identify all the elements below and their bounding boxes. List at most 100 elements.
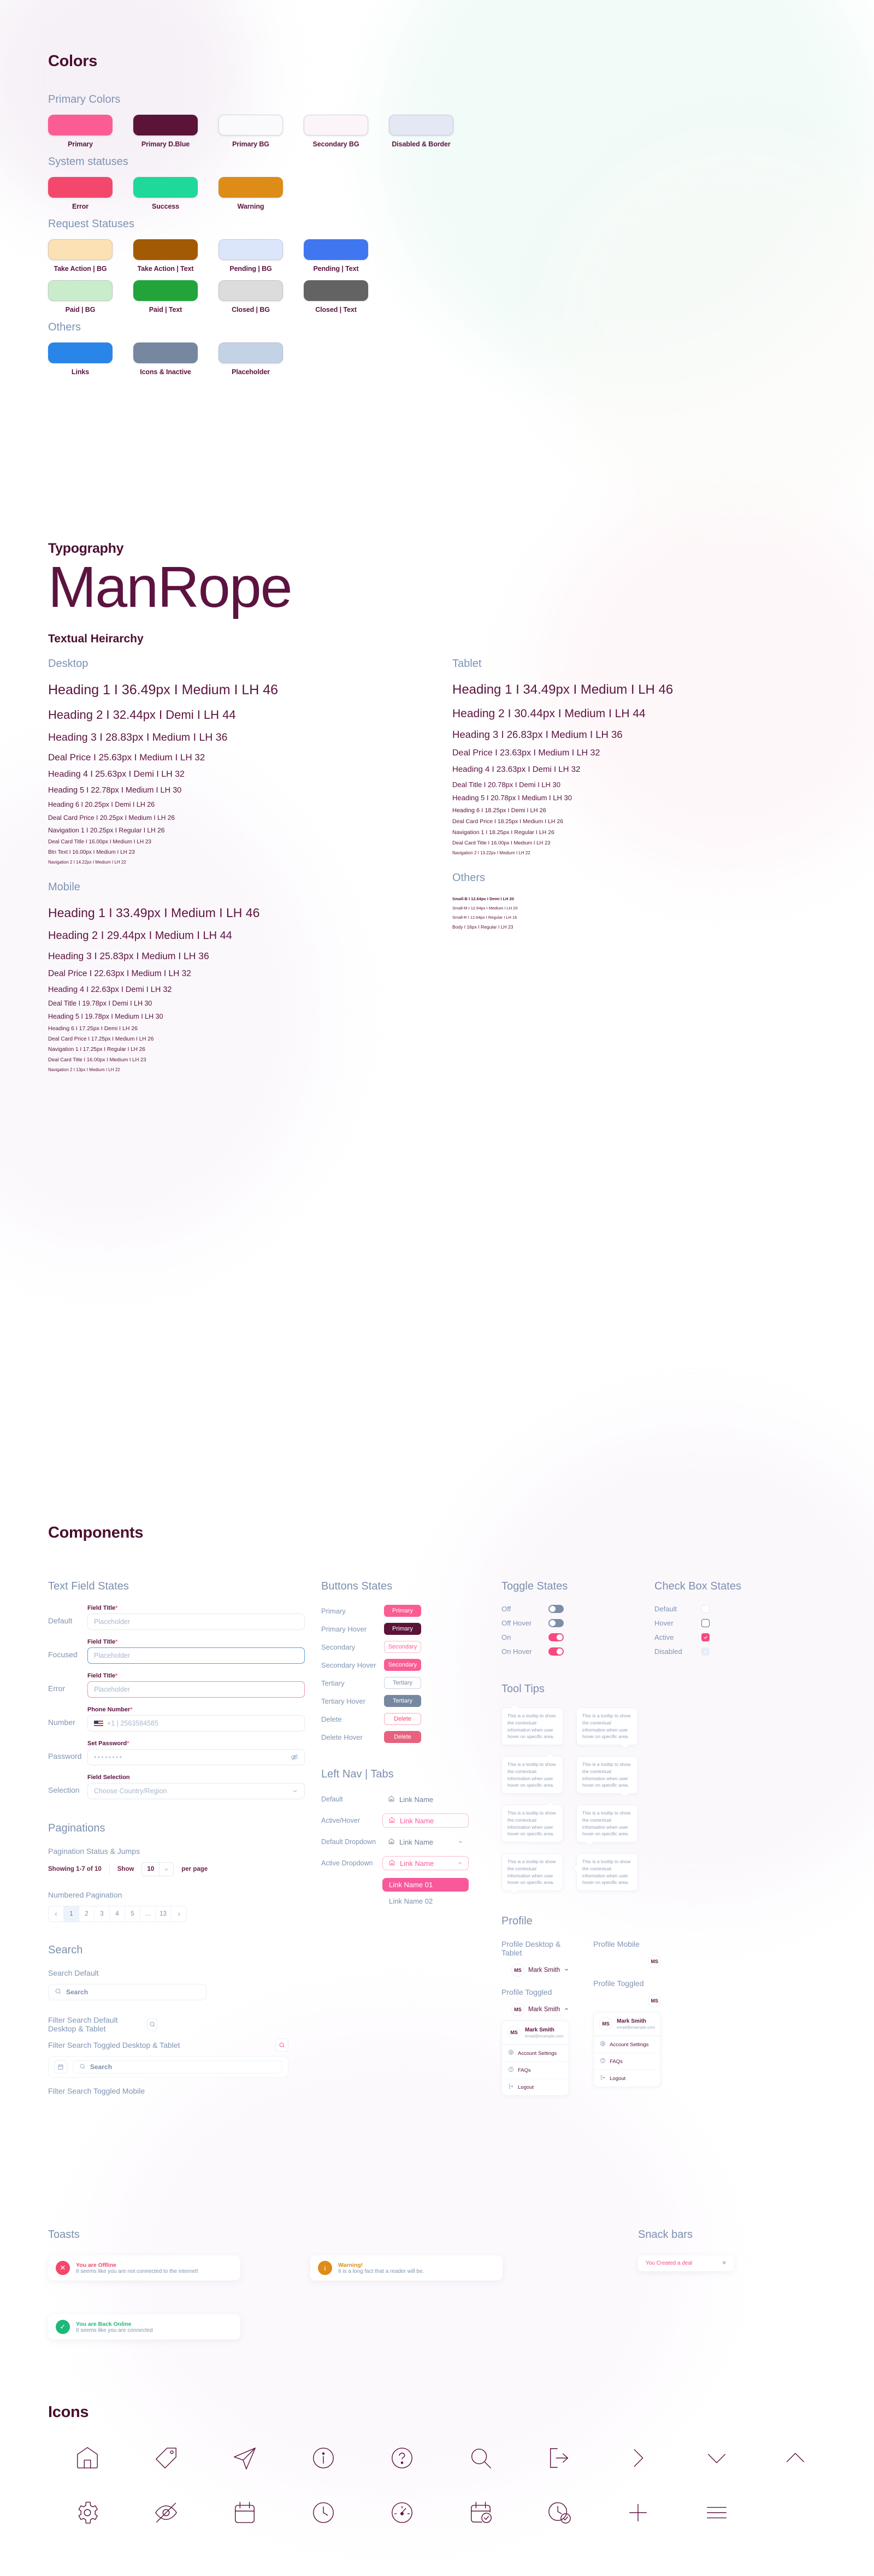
profile-menu-desktop: MS Mark Smith email@example.com Account Set… [501, 2020, 570, 2096]
type-specimen-row: Navigation 2 I 14.22px I Medium I LH 22 [48, 859, 126, 865]
color-swatch-label: Pending | Text [313, 265, 359, 273]
avatar: MS [599, 2017, 613, 2030]
checkbox[interactable] [701, 1647, 710, 1656]
color-swatch [48, 239, 113, 260]
chevron-down-icon [458, 1838, 463, 1846]
pagination-page-button[interactable]: 13 [156, 1906, 171, 1922]
demo-button[interactable]: Delete [384, 1713, 421, 1725]
text-input[interactable]: Placeholder [87, 1614, 305, 1630]
clock-check-icon [520, 2500, 599, 2525]
filter-search-icon-button-active[interactable] [275, 2039, 288, 2052]
text-field-state-label: Error [48, 1684, 66, 1693]
type-specimen-row: Heading 3 I 25.83px I Medium I LH 36 [48, 950, 209, 961]
pagination-page-button[interactable]: 5 [125, 1906, 140, 1922]
tooltip-arrow [510, 1887, 519, 1895]
type-specimen-row: Deal Card Title I 16.00px I Medium I LH … [48, 1057, 146, 1064]
per-page-select[interactable]: 10 [141, 1862, 174, 1876]
button-state-label: Primary Hover [321, 1624, 367, 1633]
avatar: MS [507, 2026, 521, 2039]
profile-chip-mobile-toggled[interactable]: MS [593, 1994, 662, 2007]
demo-button[interactable]: Secondary [384, 1641, 421, 1653]
type-specimen-row: Deal Price I 25.63px I Medium I LH 32 [48, 752, 205, 763]
pagination-page-button[interactable]: … [140, 1906, 156, 1922]
pagination-prev-button[interactable] [49, 1906, 64, 1922]
components-section: Components Text Field States Default Fiel… [48, 1524, 835, 2096]
toggle-switch[interactable] [548, 1647, 564, 1656]
search-title: Search [48, 1944, 83, 1956]
text-input[interactable]: +1 | 2563584585 [87, 1715, 305, 1732]
toggle-switch[interactable] [548, 1619, 564, 1627]
type-specimen-row: Body I 16px I Regular I LH 23 [452, 924, 513, 930]
field-label: Phone Number* [87, 1706, 133, 1713]
toggle-row: On Hover [501, 1647, 638, 1656]
text-input[interactable]: Placeholder [87, 1681, 305, 1698]
text-field-row: Error Field Title* Placeholder [48, 1673, 305, 1698]
search-input-toggled[interactable]: Search [73, 2060, 282, 2073]
pagination-page-button[interactable]: 2 [79, 1906, 95, 1922]
text-input[interactable]: Choose Country/Region [87, 1783, 305, 1799]
profile-menu-item[interactable]: Logout [594, 2070, 661, 2087]
profile-chip-desktop-toggled[interactable]: MS Mark Smith [501, 2003, 569, 2016]
demo-button[interactable]: Tertiary [384, 1677, 421, 1689]
toggle-switch[interactable] [548, 1605, 564, 1613]
color-group: System statuses Error Success Warning [48, 156, 594, 210]
search-input-default[interactable]: Search [48, 1984, 206, 2000]
pagination-page-button[interactable]: 1 [64, 1906, 79, 1922]
nav-link-item[interactable]: Link Name [382, 1856, 469, 1870]
text-field-wrapper: Set Password* •••••••• [87, 1740, 305, 1765]
toggle-switch[interactable] [548, 1633, 564, 1641]
chevron-up-icon [457, 1859, 463, 1868]
field-label: Field Title* [87, 1673, 118, 1679]
toast-status-icon: ✕ [56, 2261, 70, 2275]
close-icon[interactable]: ✕ [722, 2260, 727, 2266]
filter-search-toggled-bar[interactable]: Search [48, 2056, 288, 2078]
pagination-next-button[interactable] [171, 1906, 186, 1922]
demo-button[interactable]: Tertiary [384, 1695, 421, 1707]
eye-off-icon[interactable] [291, 1753, 298, 1761]
checkbox-state-label: Hover [654, 1619, 674, 1627]
calendar-icon[interactable] [54, 2060, 67, 2073]
demo-button[interactable]: Primary [384, 1623, 421, 1635]
checkbox[interactable] [701, 1633, 710, 1641]
filter-search-default-row: Filter Search Default Desktop & Tablet [48, 2016, 157, 2033]
pagination-page-button[interactable]: 3 [95, 1906, 110, 1922]
color-swatch-label: Primary [68, 140, 93, 148]
demo-button[interactable]: Secondary [384, 1659, 421, 1671]
profile-card-header: MS Mark Smith email@example.com [502, 2021, 569, 2045]
color-swatch-label: Paid | BG [65, 306, 96, 314]
pagination-page-button[interactable]: 4 [110, 1906, 125, 1922]
filter-search-icon-button[interactable] [147, 2018, 157, 2031]
checkbox[interactable] [701, 1605, 710, 1613]
profile-chip-mobile[interactable]: MS [593, 1955, 662, 1968]
demo-button[interactable]: Delete [384, 1731, 421, 1743]
pagination-control[interactable]: 1 2 3 4 5… 13 [48, 1906, 187, 1922]
profile-menu-item[interactable]: Account Settings [502, 2045, 569, 2061]
nav-link-item[interactable]: Link Name [382, 1835, 469, 1848]
text-field-row: Password Set Password* •••••••• [48, 1740, 305, 1765]
text-input[interactable]: Placeholder [87, 1647, 305, 1664]
textual-hierarchy-title: Textual Heirarchy [48, 632, 144, 645]
nav-link-item[interactable]: Link Name [382, 1793, 469, 1806]
profile-chip-desktop[interactable]: MS Mark Smith [501, 1964, 569, 1977]
nav-dropdown-item[interactable]: Link Name 02 [389, 1897, 433, 1905]
button-state-row: Secondary Secondary [321, 1641, 485, 1653]
type-specimen-row: Heading 3 I 26.83px I Medium I LH 36 [452, 729, 623, 741]
nav-link-item[interactable]: Link Name [382, 1813, 469, 1828]
components-column-a: Text Field States Default Field Title* Pla… [48, 1580, 305, 2095]
chevron-down-icon [292, 1788, 298, 1794]
profile-menu-item[interactable]: Logout [502, 2078, 569, 2095]
text-field-row: Number Phone Number* +1 | 2563584585 [48, 1706, 305, 1732]
checkbox[interactable] [701, 1619, 710, 1627]
avatar: MS [511, 1964, 524, 1977]
color-swatch-label: Links [71, 368, 90, 376]
input-value: Choose Country/Region [94, 1787, 167, 1795]
question-circle-icon [508, 2066, 514, 2074]
demo-button[interactable]: Primary [384, 1605, 421, 1617]
profile-menu-item[interactable]: FAQs [502, 2061, 569, 2078]
toast-status-icon: ✓ [56, 2320, 70, 2334]
nav-dropdown-item[interactable]: Link Name 01 [382, 1878, 469, 1892]
profile-menu-item[interactable]: FAQs [594, 2053, 661, 2070]
text-input[interactable]: •••••••• [87, 1749, 305, 1765]
profile-menu-item[interactable]: Account Settings [594, 2036, 661, 2053]
profile-menu-label: Logout [518, 2084, 534, 2090]
